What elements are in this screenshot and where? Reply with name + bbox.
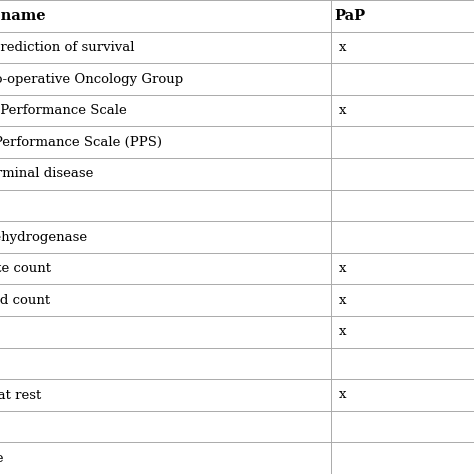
Text: x: x xyxy=(338,262,346,275)
Text: Eastern Co-operative Oncology Group: Eastern Co-operative Oncology Group xyxy=(0,73,183,85)
Text: x: x xyxy=(338,325,346,338)
Text: PaP: PaP xyxy=(335,9,366,23)
Text: Palliative Performance Scale (PPS): Palliative Performance Scale (PPS) xyxy=(0,136,162,149)
Text: White blood count: White blood count xyxy=(0,294,50,307)
Text: Lactate Dehydrogenase: Lactate Dehydrogenase xyxy=(0,230,87,244)
Text: x: x xyxy=(338,294,346,307)
Text: Karnofsky Performance Scale: Karnofsky Performance Scale xyxy=(0,104,127,117)
Text: Clinician Prediction of survival: Clinician Prediction of survival xyxy=(0,41,135,54)
Text: Time to terminal disease: Time to terminal disease xyxy=(0,167,93,180)
Text: Dyspnoea at rest: Dyspnoea at rest xyxy=(0,389,41,401)
Text: x: x xyxy=(338,104,346,117)
Text: Oral intake: Oral intake xyxy=(0,452,3,465)
Text: Variable name: Variable name xyxy=(0,9,46,23)
Text: x: x xyxy=(338,41,346,54)
Text: x: x xyxy=(338,389,346,401)
Text: Lymphocyte count: Lymphocyte count xyxy=(0,262,51,275)
